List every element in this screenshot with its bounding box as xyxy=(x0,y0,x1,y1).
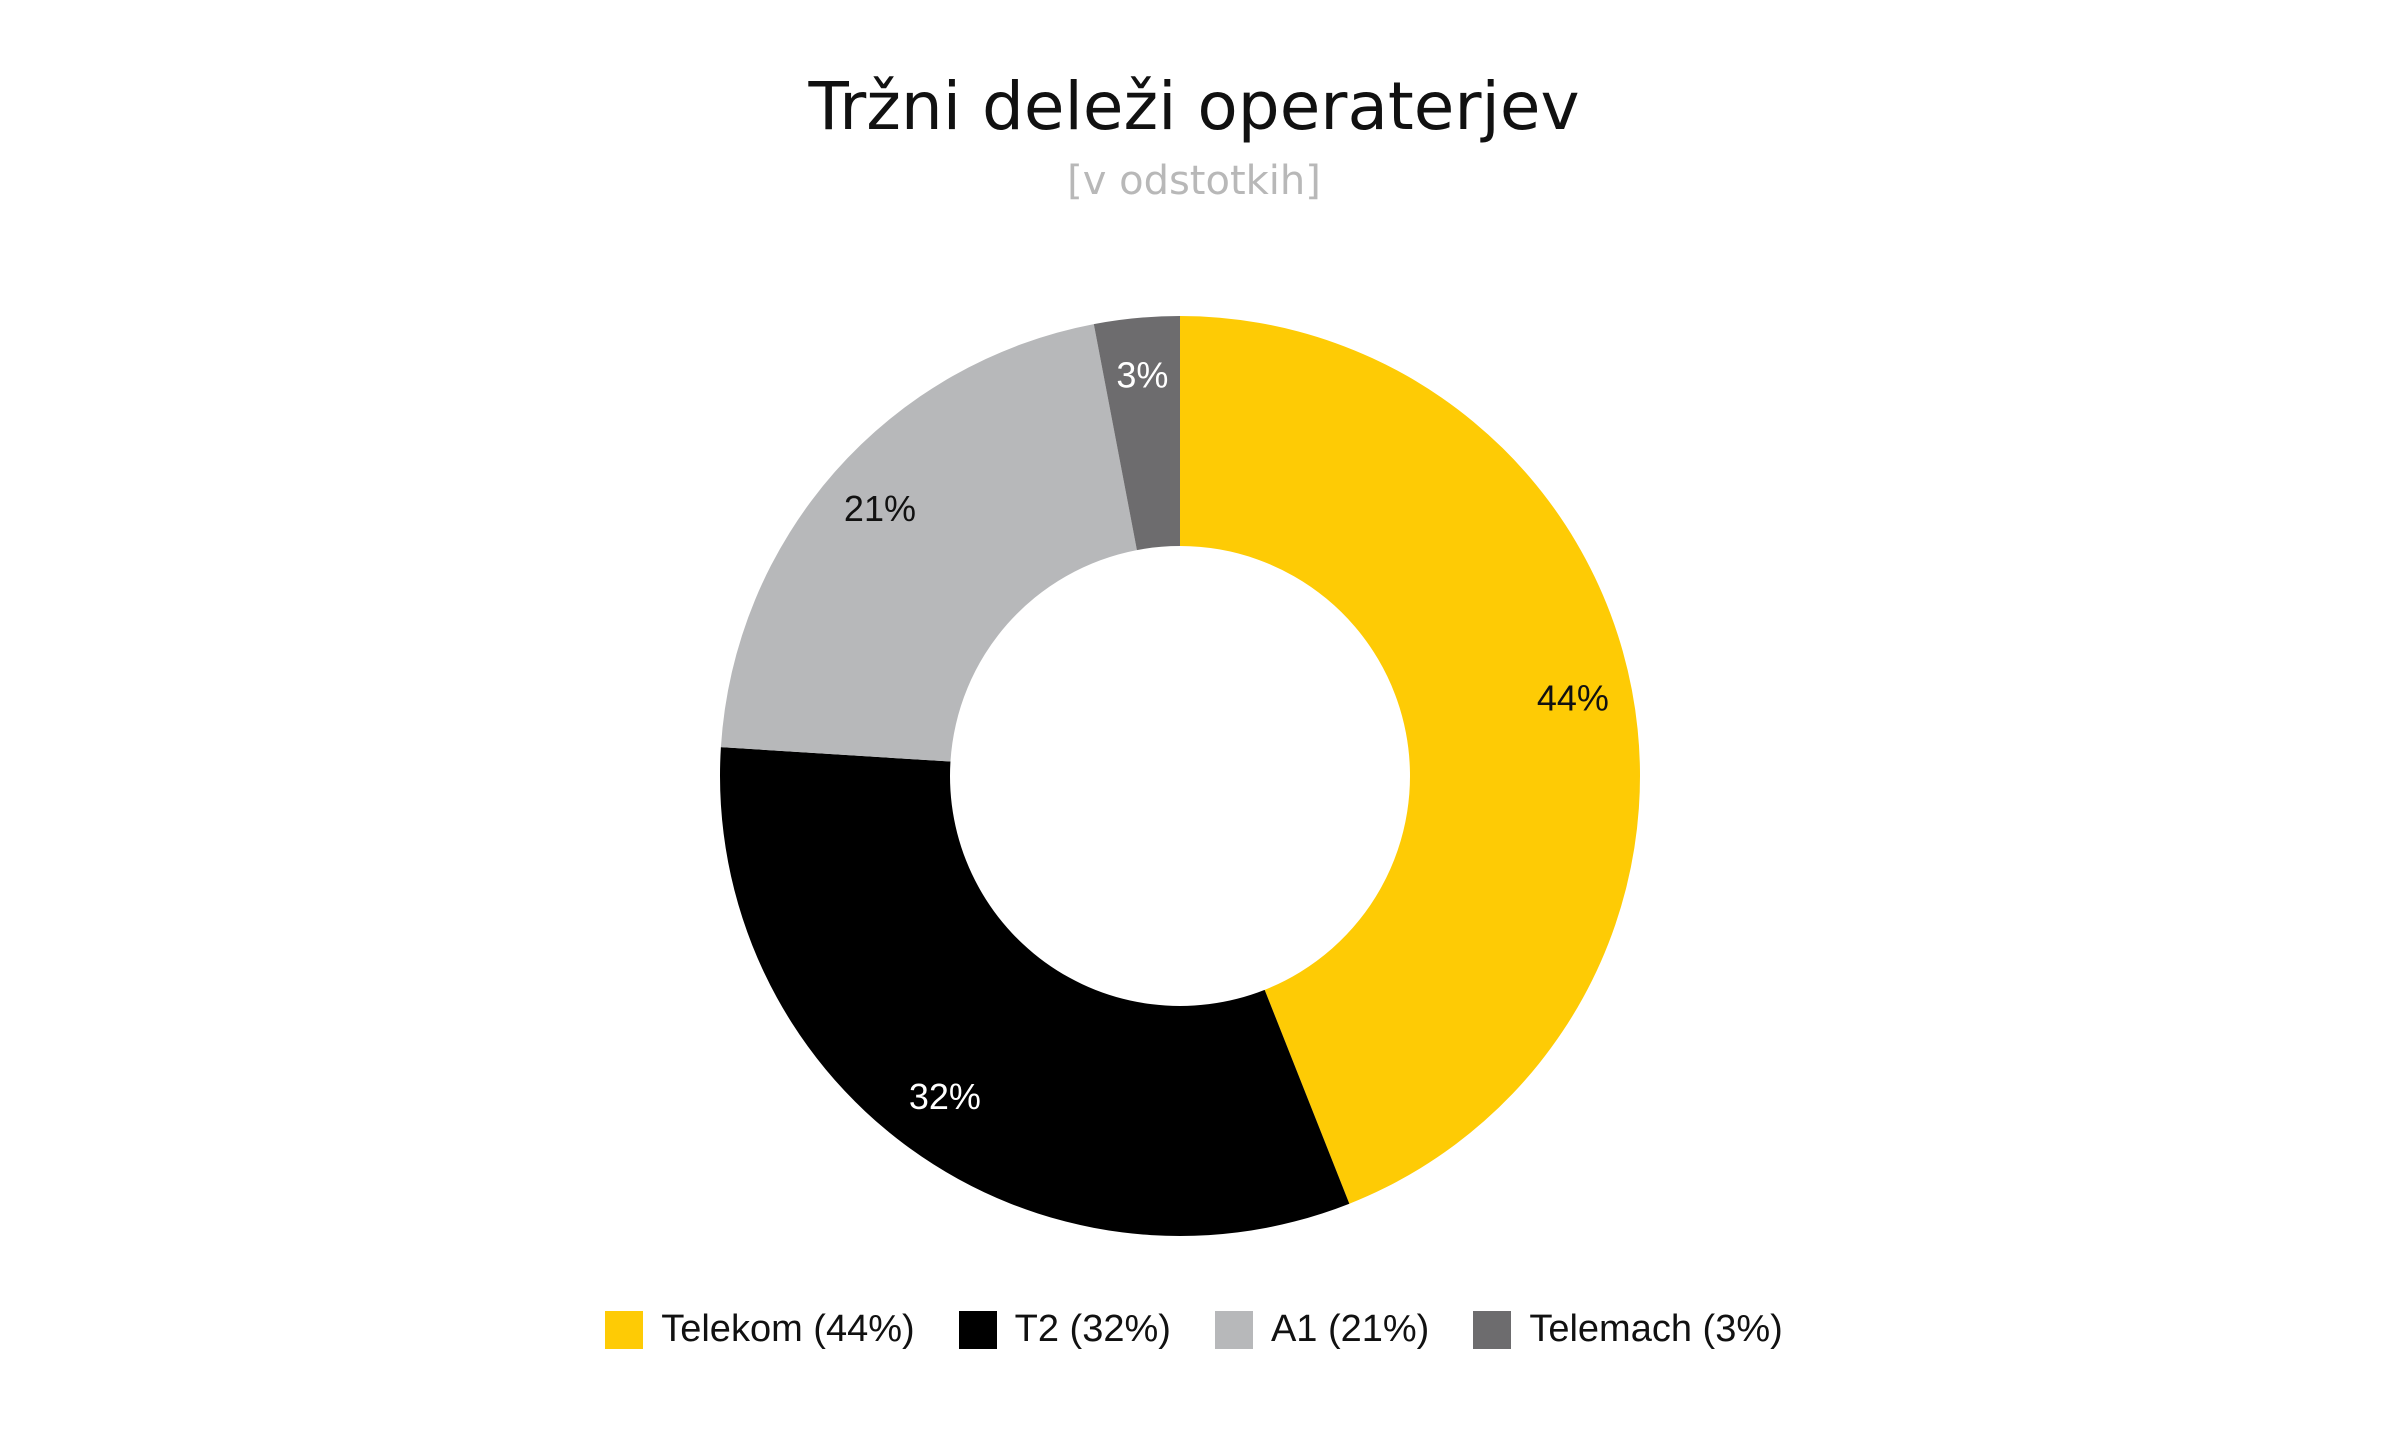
legend-swatch-telemach xyxy=(1473,1310,1512,1349)
slice-label-telemach: 3% xyxy=(1116,354,1168,395)
chart-legend: Telekom (44%) T2 (32%) A1 (21%) Telemach… xyxy=(0,1308,2388,1351)
legend-swatch-a1 xyxy=(1214,1310,1253,1349)
donut-slice-t2[interactable] xyxy=(720,747,1350,1236)
legend-item-a1[interactable]: A1 (21%) xyxy=(1214,1308,1430,1351)
donut-slice-telemach[interactable] xyxy=(1093,316,1180,551)
donut-slices xyxy=(720,316,1640,1236)
slice-label-telekom: 44% xyxy=(1537,678,1609,719)
slice-label-t2: 32% xyxy=(909,1076,981,1117)
legend-item-t2[interactable]: T2 (32%) xyxy=(958,1308,1171,1351)
legend-label-a1: A1 (21%) xyxy=(1270,1308,1430,1350)
legend-swatch-telekom xyxy=(605,1310,644,1349)
legend-label-t2: T2 (32%) xyxy=(1014,1308,1171,1350)
legend-swatch-t2 xyxy=(958,1310,997,1349)
slice-label-a1: 21% xyxy=(844,488,916,529)
donut-slice-telekom[interactable] xyxy=(1180,316,1640,1204)
chart-title: Tržni deleži operaterjev xyxy=(808,68,1580,145)
legend-label-telemach: Telemach (3%) xyxy=(1529,1308,1783,1350)
legend-label-telekom: Telekom (44%) xyxy=(661,1308,915,1350)
legend-item-telemach[interactable]: Telemach (3%) xyxy=(1473,1308,1783,1351)
legend-item-telekom[interactable]: Telekom (44%) xyxy=(605,1308,915,1351)
donut-slice-labels: 44% 32% 21% 3% xyxy=(844,354,1609,1117)
chart-subtitle: [v odstotkih] xyxy=(1067,158,1321,204)
donut-slice-a1[interactable] xyxy=(720,324,1137,762)
